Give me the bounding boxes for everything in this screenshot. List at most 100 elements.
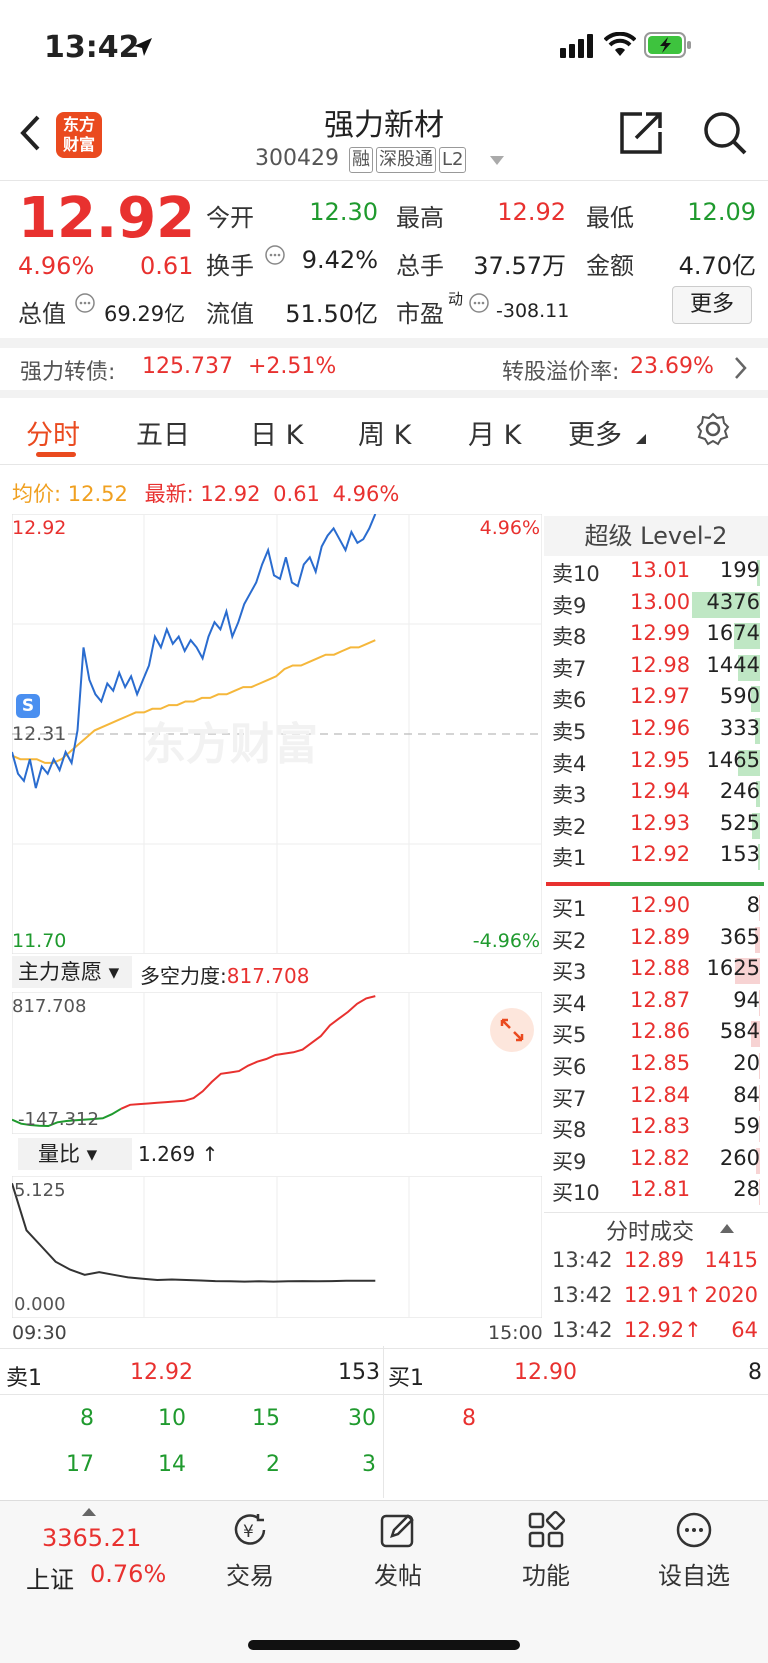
vr-top-label: 5.125 [14,1180,66,1201]
trade-volume: 1415 [704,1248,758,1272]
gear-icon[interactable] [696,412,730,446]
signal-icon [560,34,593,58]
index-value[interactable]: 3365.21 [42,1524,142,1552]
index-name[interactable]: 上证 [26,1566,74,1594]
buy-volume: 8 [746,893,760,917]
chart-watermark: 东方财富 [142,719,318,770]
more-button[interactable]: 更多 [672,286,752,324]
sell-row[interactable]: 卖1 12.92 153 [550,842,760,872]
x-start-label: 09:30 [12,1322,67,1344]
sell-level-label: 卖7 [552,656,587,681]
info-icon[interactable] [74,292,96,314]
sell-volume: 153 [719,842,760,867]
stock-title: 强力新材 [324,108,444,143]
volume-ratio-selector[interactable]: 量比 ▾ [18,1138,132,1170]
orderbook-title[interactable]: 超级 Level-2 [544,516,768,556]
trades-title[interactable]: 分时成交 [606,1220,695,1245]
nav-functions-label: 功能 [522,1562,570,1590]
chevron-right-icon[interactable] [734,356,748,380]
nav-watchlist[interactable]: 设自选 [634,1510,754,1591]
buy-row[interactable]: 买4 12.87 94 [550,988,760,1018]
buy-volume: 584 [719,1019,760,1044]
tab-daily-k[interactable]: 日 K [250,420,304,451]
buy-row[interactable]: 买10 12.81 28 [550,1177,760,1207]
buy-row[interactable]: 买2 12.89 365 [550,925,760,955]
home-indicator [248,1640,520,1650]
tag-connect: 深股通 [375,147,436,173]
tab-weekly-k[interactable]: 周 K [358,420,412,451]
buy-row[interactable]: 买8 12.83 59 [550,1114,760,1144]
force-top-label: 817.708 [12,996,86,1017]
buy-row[interactable]: 买1 12.90 8 [550,893,760,923]
nav-post[interactable]: 发帖 [338,1510,458,1591]
buy-row[interactable]: 买9 12.82 260 [550,1146,760,1176]
s-marker-icon[interactable]: S [16,694,40,718]
tab-five-day[interactable]: 五日 [136,420,190,451]
latest-value: 12.92 [200,482,261,506]
buy-level-label: 买7 [552,1086,587,1111]
buy-row[interactable]: 买3 12.88 1625 [550,956,760,986]
trade-time: 13:42 [552,1318,613,1342]
queue-sell-total: 153 [338,1360,380,1385]
tab-more[interactable]: 更多 [568,420,622,451]
sell-volume-bar [738,749,760,776]
search-icon[interactable] [702,110,748,156]
amount-label: 金额 [586,252,634,280]
avg-price-line [12,639,376,764]
stock-subtitle: 300429 融深股通 L2 [255,146,467,173]
buy-level-label: 买1 [552,897,587,921]
buy-volume-bar [759,1053,760,1079]
sell-row[interactable]: 卖9 13.00 4376 [550,590,760,620]
volume-ratio-label: 量比 [38,1142,80,1166]
turnover-value: 9.42% [301,246,378,274]
dropdown-icon[interactable] [490,156,504,166]
sell-row[interactable]: 卖8 12.99 1674 [550,621,760,651]
queue-sell-order: 3 [362,1452,376,1477]
buy-row[interactable]: 买6 12.85 20 [550,1051,760,1081]
sell-volume: 1444 [706,652,760,677]
buy-volume-bar [759,1179,760,1206]
main-force-label: 主力意愿 [18,960,102,984]
sell-row[interactable]: 卖5 12.96 333 [550,716,760,746]
sell-level-label: 卖1 [552,846,587,871]
sell-row[interactable]: 卖7 12.98 1444 [550,653,760,683]
collapse-icon[interactable] [720,1224,734,1234]
buy-row[interactable]: 买7 12.84 84 [550,1083,760,1113]
sell-row[interactable]: 卖2 12.93 525 [550,811,760,841]
volume-label: 总手 [396,252,444,280]
volume-ratio-chart[interactable]: 5.125 0.000 [12,1176,542,1318]
nav-trade[interactable]: ¥ 交易 [190,1510,310,1591]
vr-bottom-label: 0.000 [14,1294,66,1315]
long-short-value: 817.708 [226,964,310,988]
sell-price: 13.00 [630,589,691,614]
tab-intraday[interactable]: 分时 [26,420,80,451]
back-icon[interactable] [18,114,44,152]
index-expand-icon[interactable] [82,1508,96,1516]
tag-margin: 融 [348,147,373,173]
low-label: 最低 [586,204,634,232]
buy-level-label: 买3 [552,960,587,985]
price-chart[interactable]: 东方财富 12.92 12.31 11.70 4.96% -4.96% [12,514,542,954]
buy-price: 12.88 [630,956,691,981]
sell-row[interactable]: 卖10 13.01 199 [550,558,760,588]
tab-monthly-k[interactable]: 月 K [468,420,522,451]
info-icon[interactable] [468,292,490,314]
queue-sell-label: 卖1 [6,1366,42,1391]
sell-volume-bar [738,654,760,681]
bond-name[interactable]: 强力转债: [20,360,116,385]
y-top-label: 12.92 [12,517,66,539]
expand-button[interactable] [490,1008,534,1052]
sell-row[interactable]: 卖4 12.95 1465 [550,748,760,778]
index-pct[interactable]: 0.76% [90,1560,167,1588]
sell-row[interactable]: 卖3 12.94 246 [550,779,760,809]
latest-pct: 4.96% [332,482,400,506]
sell-row[interactable]: 卖6 12.97 590 [550,684,760,714]
triangle-icon [636,434,646,444]
main-force-chart[interactable]: 817.708 -147.312 [12,992,542,1134]
nav-post-label: 发帖 [374,1562,422,1590]
share-icon[interactable] [618,110,664,156]
buy-row[interactable]: 买5 12.86 584 [550,1019,760,1049]
info-icon[interactable] [264,244,286,266]
nav-functions[interactable]: 功能 [486,1510,606,1591]
main-force-selector[interactable]: 主力意愿 ▾ [12,956,132,988]
